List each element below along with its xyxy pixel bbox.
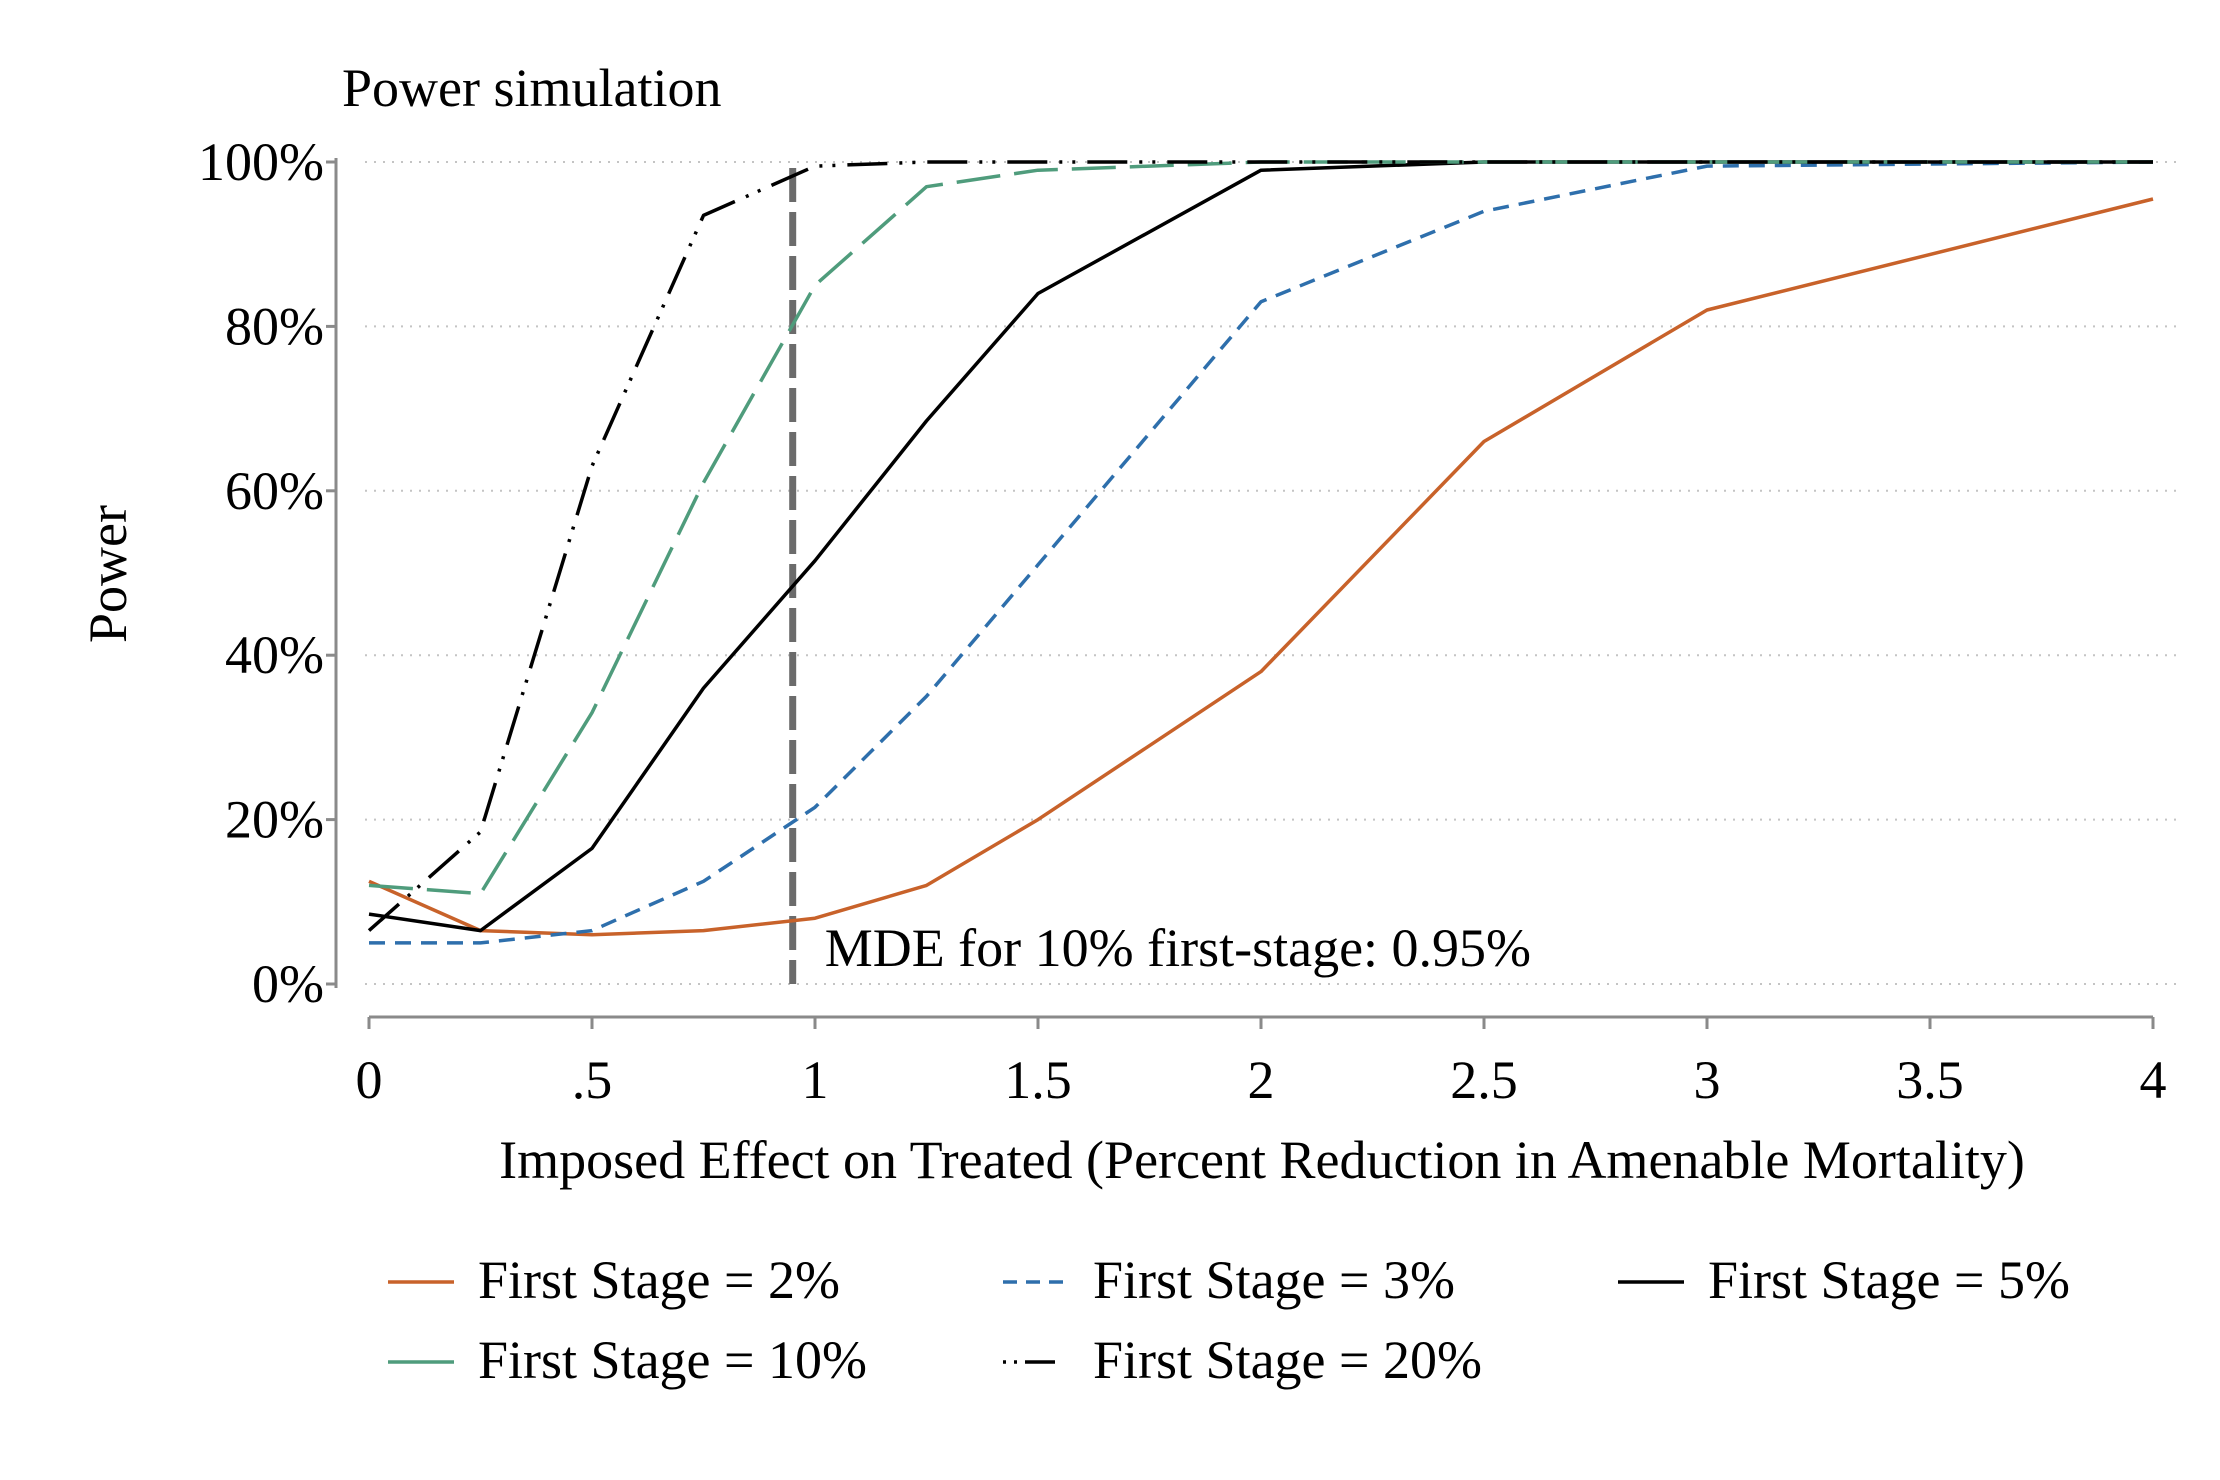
x-tick-label: 1	[802, 1050, 829, 1110]
y-tick-label: 60%	[225, 461, 324, 521]
series-line-1	[368, 197, 2154, 937]
legend-label-5: First Stage = 20%	[1093, 1330, 1482, 1390]
chart-title: Power simulation	[342, 58, 721, 118]
series-line-4	[368, 160, 2153, 896]
y-tick-label: 20%	[225, 790, 324, 850]
legend-label-2: First Stage = 3%	[1093, 1250, 1455, 1310]
x-tick-label: .5	[572, 1050, 613, 1110]
y-tick-label: 100%	[198, 132, 324, 192]
legend: First Stage = 2% First Stage = 3% First St…	[388, 1250, 2070, 1390]
series-line-3	[368, 160, 2153, 933]
legend-label-3: First Stage = 5%	[1708, 1250, 2070, 1310]
series-line-5	[367, 160, 2153, 932]
x-tick-label: 3	[1694, 1050, 1721, 1110]
series-line-2	[369, 160, 2154, 945]
grid-lines	[365, 161, 2183, 985]
x-tick-label: 0	[356, 1050, 383, 1110]
x-tick-label: 3.5	[1896, 1050, 1964, 1110]
axes: 0% 20% 40% 60% 80% 100% 0 .5 1 1.5 2 2.5 3 3.5 4	[198, 132, 2166, 1110]
x-tick-label: 4	[2140, 1050, 2167, 1110]
legend-label-1: First Stage = 2%	[478, 1250, 840, 1310]
y-tick-label: 80%	[225, 296, 324, 356]
x-tick-label: 2	[1248, 1050, 1275, 1110]
series-lines	[367, 160, 2154, 945]
x-axis-title: Imposed Effect on Treated (Percent Reduc…	[499, 1130, 2025, 1190]
x-tick-label: 1.5	[1004, 1050, 1072, 1110]
y-tick-label: 40%	[225, 625, 324, 685]
legend-label-4: First Stage = 10%	[478, 1330, 867, 1390]
y-tick-label: 0%	[252, 954, 324, 1014]
y-axis-title: Power	[78, 505, 138, 643]
mde-reference-label: MDE for 10% first-stage: 0.95%	[825, 918, 1531, 978]
reference-line-group: MDE for 10% first-stage: 0.95%	[789, 168, 1531, 984]
x-tick-label: 2.5	[1450, 1050, 1518, 1110]
